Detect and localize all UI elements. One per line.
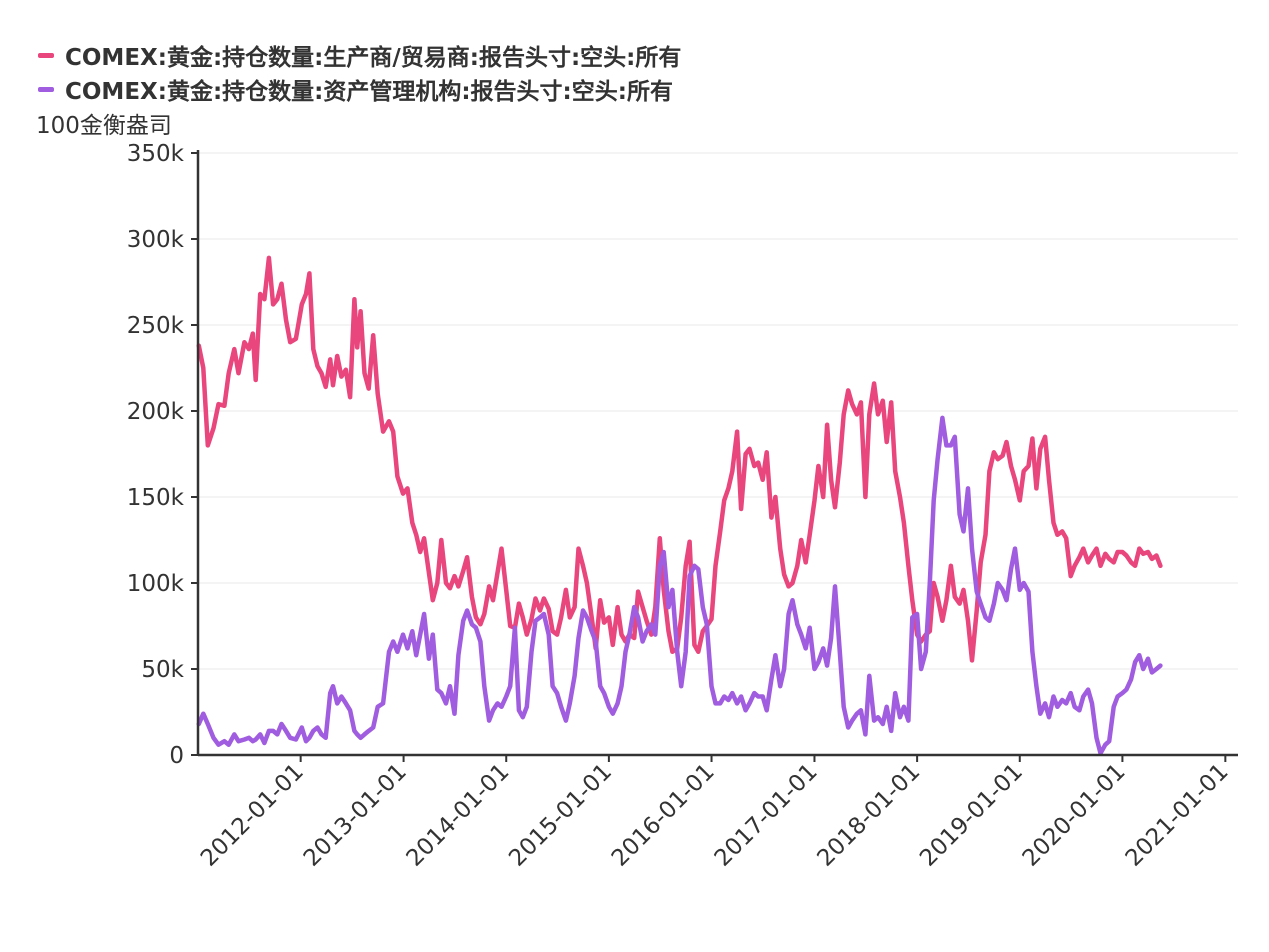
series-line-1[interactable] [196, 415, 1163, 756]
y-tick-label: 50k [141, 657, 184, 683]
axes: 050k100k150k200k250k300k350k2012-01-0120… [127, 141, 1238, 872]
y-tick-label: 0 [169, 743, 184, 769]
x-tick-label: 2016-01-01 [607, 759, 720, 872]
legend-item-producer[interactable]: COMEX:黄金:持仓数量:生产商/贸易商:报告头寸:空头:所有 [38, 38, 681, 72]
legend-label-asset-manager: COMEX:黄金:持仓数量:资产管理机构:报告头寸:空头:所有 [65, 79, 673, 105]
y-tick-label: 350k [127, 141, 185, 167]
x-tick-label: 2018-01-01 [812, 759, 925, 872]
x-tick-label: 2013-01-01 [299, 759, 412, 872]
x-tick-label: 2014-01-01 [402, 759, 515, 872]
y-tick-label: 250k [127, 313, 185, 339]
x-tick-label: 2019-01-01 [915, 759, 1028, 872]
legend-item-asset-manager[interactable]: COMEX:黄金:持仓数量:资产管理机构:报告头寸:空头:所有 [38, 72, 681, 106]
legend-label-producer: COMEX:黄金:持仓数量:生产商/贸易商:报告头寸:空头:所有 [65, 45, 682, 71]
x-tick-label: 2021-01-01 [1121, 759, 1234, 872]
y-tick-label: 200k [127, 399, 185, 425]
x-tick-label: 2017-01-01 [710, 759, 823, 872]
legend-swatch-asset-manager [38, 86, 54, 92]
series-lines [196, 255, 1163, 756]
y-axis-unit-label: 100金衡盎司 [36, 113, 172, 139]
series-line-0[interactable] [196, 255, 1163, 663]
y-tick-label: 150k [127, 485, 185, 511]
y-tick-label: 300k [127, 227, 185, 253]
x-tick-label: 2020-01-01 [1018, 759, 1131, 872]
x-tick-label: 2012-01-01 [196, 759, 309, 872]
chart-legend: COMEX:黄金:持仓数量:生产商/贸易商:报告头寸:空头:所有 COMEX:黄… [38, 38, 681, 106]
legend-swatch-producer [38, 52, 54, 58]
grid-lines [198, 152, 1238, 670]
y-tick-label: 100k [127, 571, 185, 597]
x-tick-label: 2015-01-01 [504, 759, 617, 872]
